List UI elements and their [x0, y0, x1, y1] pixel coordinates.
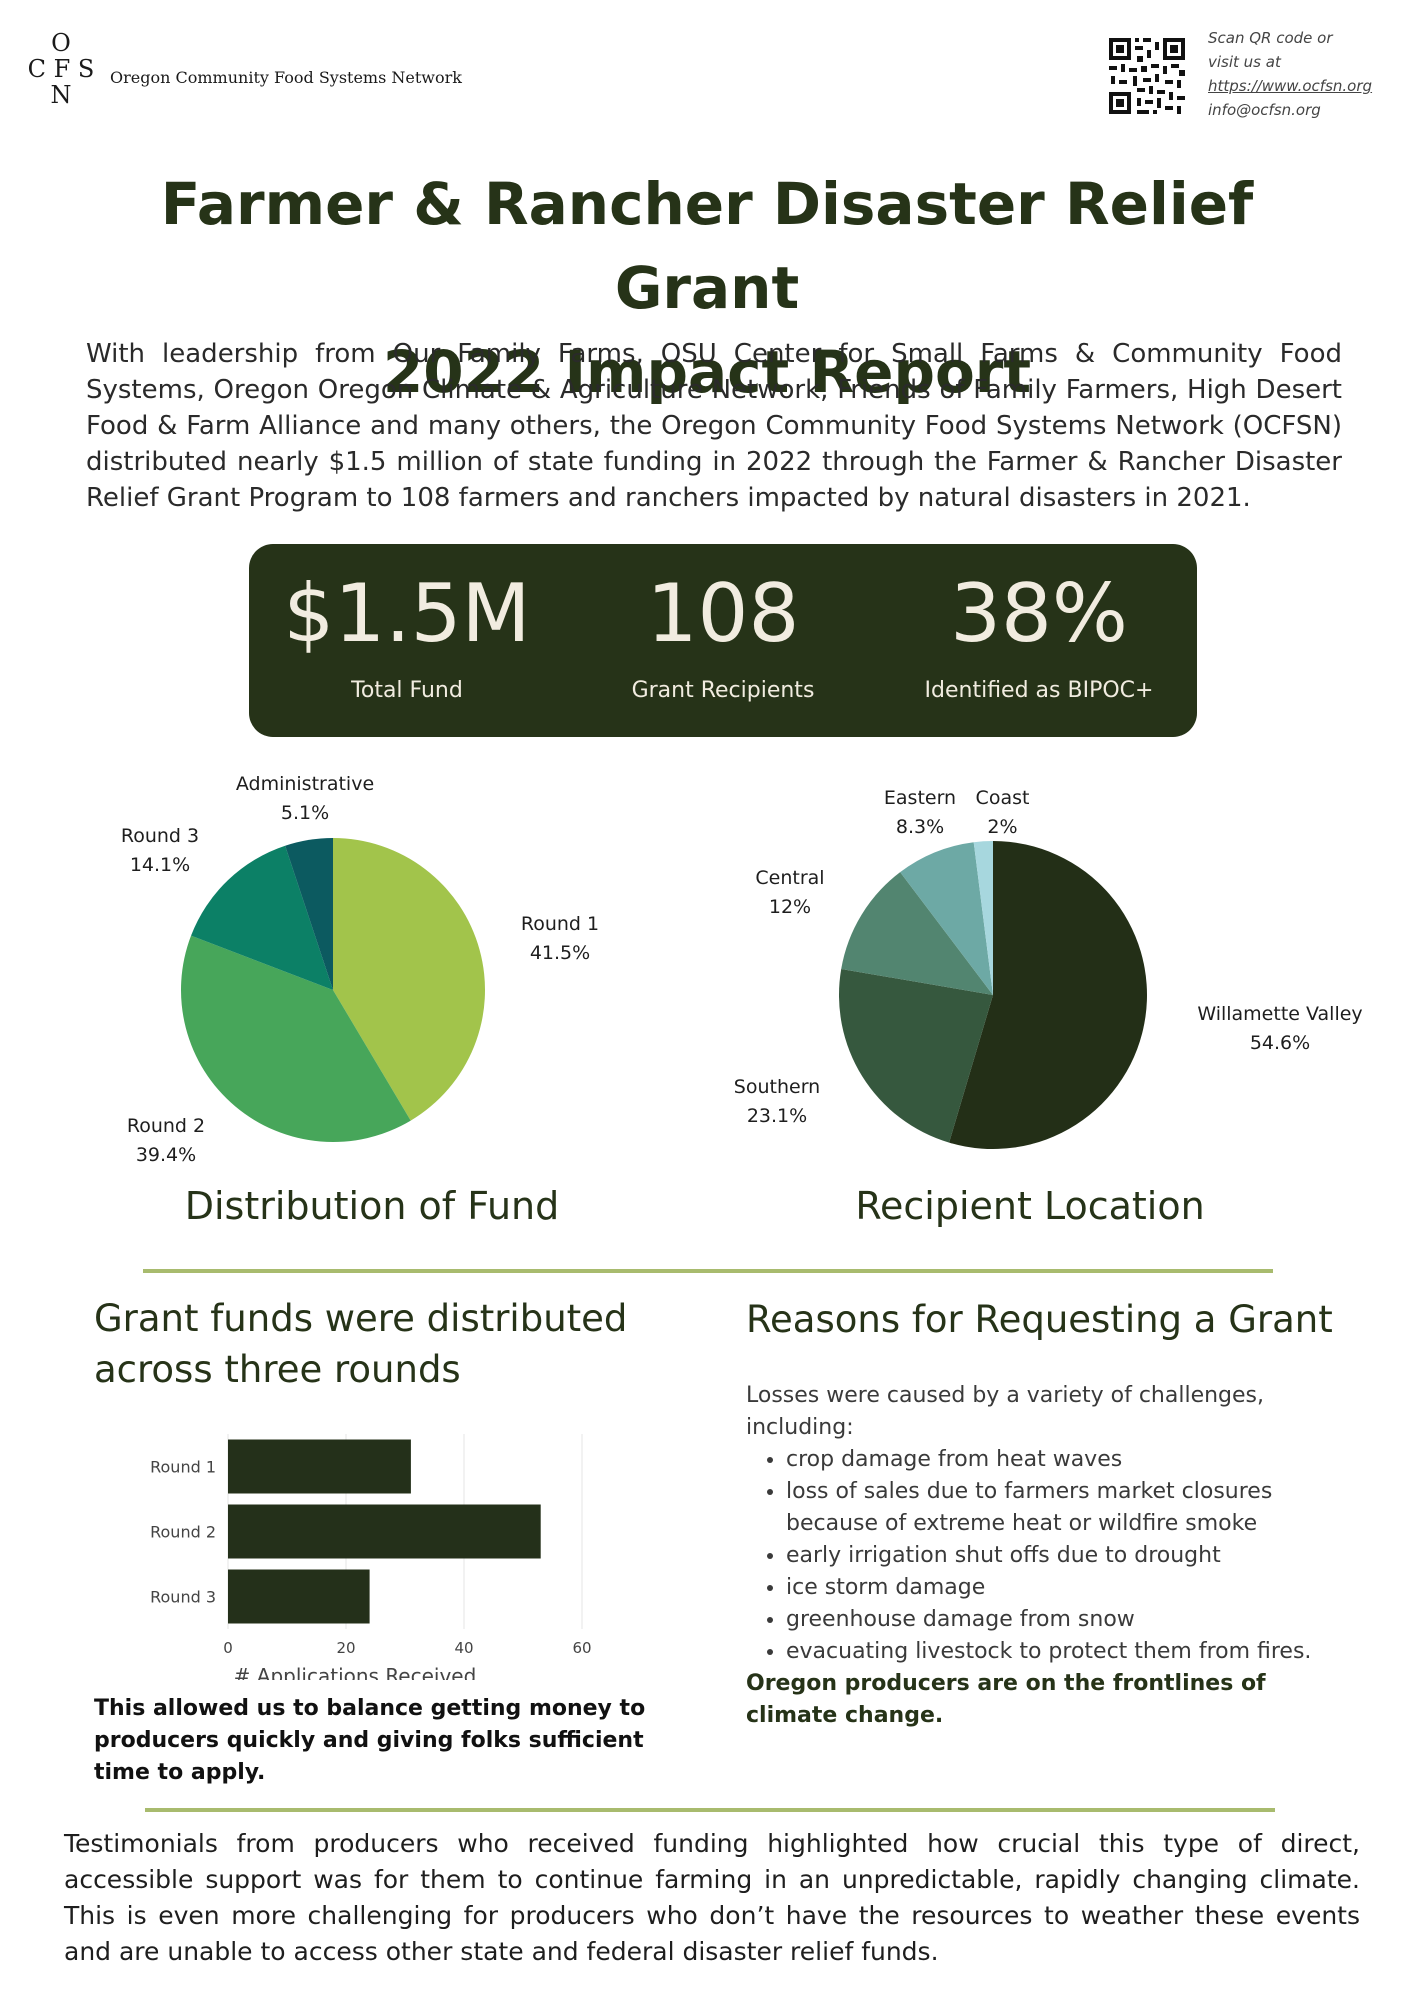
slice-value: 39.4%: [135, 1144, 197, 1166]
intro-paragraph: With leadership from Our Family Farms, O…: [86, 339, 1342, 513]
rounds-heading: Grant funds were distributed across thre…: [94, 1293, 714, 1395]
rounds-heading-line-1: Grant funds were distributed: [94, 1297, 628, 1340]
category-label: Round 3: [150, 1588, 216, 1607]
bar-round-1: [228, 1439, 411, 1494]
bar-round-3: [228, 1569, 370, 1624]
pie2-label-central: Central 12%: [740, 864, 840, 922]
rounds-heading-line-2: across three rounds: [94, 1348, 461, 1391]
x-tick-label: 40: [454, 1639, 473, 1657]
org-name: Oregon Community Food Systems Network: [110, 68, 462, 87]
slice-name: Eastern: [883, 787, 957, 809]
qr-code-icon[interactable]: [1107, 36, 1187, 116]
contact-info: Scan QR code or visit us at https://www.…: [1208, 26, 1372, 122]
qr-line-visit: visit us at: [1208, 53, 1281, 71]
pie-slice-willamette-valley: [949, 841, 1147, 1149]
slice-value: 8.3%: [895, 816, 945, 838]
reasons-intro: Losses were caused by a variety of chall…: [746, 1383, 1264, 1440]
slice-name: Round 2: [126, 1115, 206, 1137]
distribution-chart-title: Distribution of Fund: [184, 1184, 560, 1228]
logo-letter-bottom: N: [50, 81, 72, 109]
slice-name: Willamette Valley: [1197, 1003, 1363, 1025]
stats-banner: $1.5M Total Fund 108 Grant Recipients 38…: [249, 544, 1197, 737]
pie-slice-southern: [839, 968, 993, 1143]
stat-label: Grant Recipients: [631, 678, 815, 703]
reason-item: evacuating livestock to protect them fro…: [786, 1636, 1326, 1668]
location-pie-chart: [839, 841, 1147, 1149]
slice-name: Coast: [975, 787, 1030, 809]
pie-slice-administrative: [285, 838, 333, 990]
slice-value: 2%: [987, 816, 1018, 838]
slice-name: Round 1: [520, 913, 600, 935]
slice-value: 54.6%: [1249, 1032, 1311, 1054]
divider-top: [143, 1269, 1273, 1273]
x-tick-label: 20: [336, 1639, 355, 1657]
category-label: Round 1: [150, 1458, 216, 1477]
slice-value: 41.5%: [529, 942, 591, 964]
pie2-label-willamette: Willamette Valley 54.6%: [1180, 1000, 1380, 1058]
pie1-label-round2: Round 2 39.4%: [106, 1112, 226, 1170]
rounds-note: This allowed us to balance getting money…: [94, 1696, 646, 1785]
pie1-label-round3: Round 3 14.1%: [100, 822, 220, 880]
reason-item: ice storm damage: [786, 1572, 1326, 1604]
stat-label: Identified as BIPOC+: [924, 678, 1154, 703]
reason-item: crop damage from heat waves: [786, 1444, 1326, 1476]
reason-item: loss of sales due to farmers market clos…: [786, 1476, 1326, 1540]
slice-value: 5.1%: [280, 802, 330, 824]
stat-value: 108: [646, 567, 800, 660]
applications-bar-chart: 0 20 40 60 Round 1 Round 2 Round 3 # Applicatio…: [150, 1434, 592, 1680]
slice-value: 14.1%: [129, 854, 191, 876]
x-tick-label: 60: [572, 1639, 591, 1657]
pie2-label-coast: Coast 2%: [965, 784, 1040, 842]
slice-name: Round 3: [120, 825, 200, 847]
slice-value: 23.1%: [746, 1105, 808, 1127]
x-tick-label: 0: [223, 1639, 233, 1657]
bar-round-2: [228, 1504, 541, 1559]
reason-item: early irrigation shut offs due to drough…: [786, 1540, 1326, 1572]
logo-letter-top: O: [51, 29, 71, 57]
slice-name: Central: [755, 867, 825, 889]
divider-bottom: [145, 1808, 1275, 1812]
stat-value: 38%: [950, 567, 1128, 660]
slice-value: 12%: [768, 896, 812, 918]
reasons-note: Oregon producers are on the frontlines o…: [746, 1671, 1266, 1728]
x-axis-title: # Applications Received: [234, 1664, 477, 1680]
pie-slice-eastern: [900, 842, 993, 995]
reasons-heading: Reasons for Requesting a Grant: [746, 1298, 1333, 1341]
pie1-label-administrative: Administrative 5.1%: [200, 770, 410, 828]
logo: O C F S N: [26, 30, 96, 108]
stat-label: Total Fund: [351, 678, 463, 703]
category-label: Round 2: [150, 1523, 216, 1542]
title-line-1: Farmer & Rancher Disaster Relief Grant: [160, 170, 1254, 322]
pie2-label-eastern: Eastern 8.3%: [870, 784, 970, 842]
pie-slice-round-2: [181, 935, 411, 1142]
qr-line-scan: Scan QR code or: [1208, 29, 1333, 47]
pie2-label-southern: Southern 23.1%: [722, 1073, 832, 1131]
stat-grant-recipients: 108 Grant Recipients: [565, 544, 881, 704]
stat-bipoc: 38% Identified as BIPOC+: [881, 544, 1197, 704]
location-chart-title: Recipient Location: [855, 1184, 1205, 1228]
title-line-2: 2022 Impact Report: [382, 338, 1032, 406]
slice-name: Administrative: [235, 773, 375, 795]
pie-slice-central: [841, 872, 993, 995]
email-link[interactable]: info@ocfsn.org: [1208, 101, 1321, 119]
website-link[interactable]: https://www.ocfsn.org: [1208, 77, 1373, 95]
reason-item: greenhouse damage from snow: [786, 1604, 1326, 1636]
slice-name: Southern: [733, 1076, 821, 1098]
distribution-pie-chart: [181, 838, 486, 1142]
pie-slice-round-3: [191, 845, 333, 990]
reasons-list: crop damage from heat waves loss of sale…: [746, 1444, 1326, 1668]
logo-letter-middle: C F S: [27, 55, 95, 83]
reasons-block: Losses were caused by a variety of chall…: [746, 1380, 1326, 1732]
pie-slice-round-1: [333, 838, 486, 1121]
page-title: Farmer & Rancher Disaster Relief Grant 2…: [60, 162, 1354, 414]
stat-total-fund: $1.5M Total Fund: [249, 544, 565, 704]
pie-slice-coast: [973, 841, 993, 995]
testimonial-paragraph: Testimonials from producers who received…: [64, 1829, 1360, 1966]
stat-value: $1.5M: [283, 567, 531, 660]
pie1-label-round1: Round 1 41.5%: [505, 910, 615, 968]
